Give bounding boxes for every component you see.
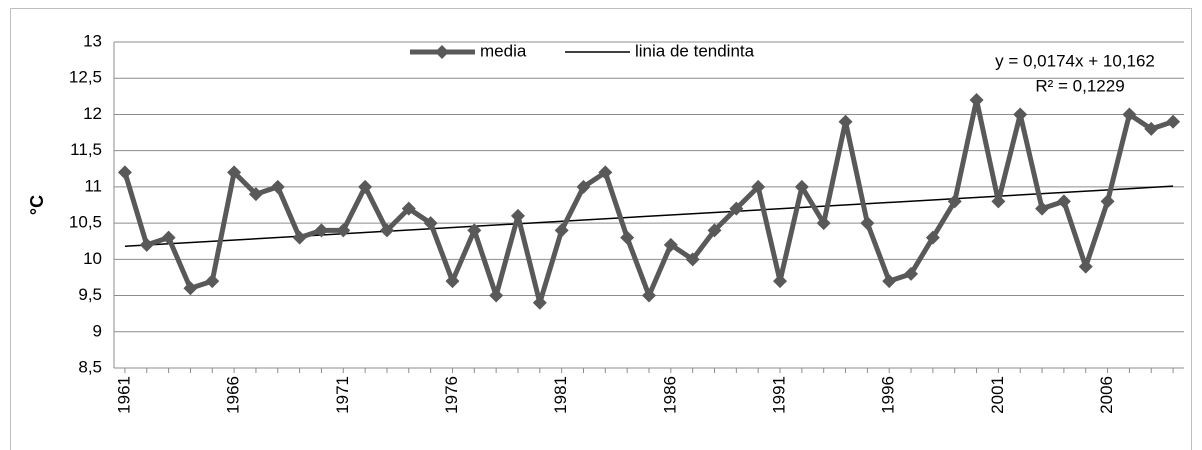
data-point xyxy=(598,165,613,180)
y-tick-label: 12,5 xyxy=(69,68,102,87)
data-point xyxy=(445,274,460,289)
data-point xyxy=(925,230,940,245)
data-point xyxy=(773,274,788,289)
data-point xyxy=(642,288,656,303)
data-point xyxy=(183,281,198,296)
x-tick-label: 2006 xyxy=(1097,376,1116,414)
data-point xyxy=(270,179,285,194)
data-point xyxy=(117,165,132,180)
data-point xyxy=(794,179,809,194)
data-point xyxy=(816,216,831,231)
x-tick-label: 1981 xyxy=(551,376,570,414)
data-point xyxy=(358,179,373,194)
data-point xyxy=(423,216,438,231)
legend-label: media xyxy=(480,41,527,60)
y-tick-label: 9 xyxy=(93,321,102,340)
x-tick-label: 1966 xyxy=(224,376,243,414)
data-point xyxy=(1013,107,1028,122)
data-point xyxy=(947,194,962,209)
data-point xyxy=(620,230,635,245)
data-point xyxy=(1122,107,1137,122)
x-tick-label: 1961 xyxy=(114,376,133,414)
data-point xyxy=(401,201,416,216)
data-point xyxy=(205,274,220,289)
data-point xyxy=(510,208,525,223)
data-point xyxy=(685,252,700,267)
data-point xyxy=(969,92,984,107)
y-tick-label: 11,5 xyxy=(70,140,102,159)
x-tick-label: 1996 xyxy=(879,376,898,414)
data-point xyxy=(707,223,722,238)
x-tick-label: 1986 xyxy=(660,376,679,414)
data-point xyxy=(1144,121,1159,136)
data-point xyxy=(838,114,853,129)
y-axis-title: °C xyxy=(27,195,47,215)
y-tick-label: 8,5 xyxy=(78,357,102,376)
data-point xyxy=(161,230,176,245)
data-point xyxy=(860,216,875,231)
chart-frame xyxy=(10,8,1192,450)
y-tick-label: 10,5 xyxy=(69,213,102,232)
data-point xyxy=(1166,114,1181,129)
y-tick-label: 9,5 xyxy=(78,285,102,304)
data-point xyxy=(1078,259,1093,274)
data-point xyxy=(1100,194,1115,209)
legend-marker xyxy=(435,45,449,59)
data-point xyxy=(904,266,919,281)
data-point xyxy=(729,201,744,216)
data-point xyxy=(554,223,569,238)
y-tick-label: 11 xyxy=(84,176,102,195)
data-point xyxy=(991,194,1006,209)
data-point xyxy=(882,274,897,289)
data-point xyxy=(314,223,329,238)
data-point xyxy=(248,187,263,202)
data-point xyxy=(576,179,591,194)
data-point xyxy=(336,223,351,238)
data-point xyxy=(532,295,547,310)
r-squared: R² = 0,1229 xyxy=(1035,76,1124,95)
y-tick-label: 13 xyxy=(83,31,102,50)
data-point xyxy=(663,237,678,252)
data-point xyxy=(751,179,766,194)
y-tick-label: 10 xyxy=(83,249,102,268)
data-point xyxy=(1056,194,1071,209)
data-point xyxy=(489,288,504,303)
data-point xyxy=(467,223,482,238)
data-point xyxy=(139,237,154,252)
y-tick-label: 12 xyxy=(83,104,102,123)
legend-label: linia de tendinta xyxy=(635,41,755,60)
data-point xyxy=(1035,201,1050,216)
x-tick-label: 1976 xyxy=(442,376,461,414)
x-tick-label: 1991 xyxy=(770,376,789,414)
x-tick-label: 1971 xyxy=(333,376,352,414)
data-point xyxy=(292,230,307,245)
trend-equation: y = 0,0174x + 10,162 xyxy=(995,51,1155,70)
x-tick-label: 2001 xyxy=(988,376,1007,414)
data-point xyxy=(379,223,394,238)
data-point xyxy=(227,165,242,180)
